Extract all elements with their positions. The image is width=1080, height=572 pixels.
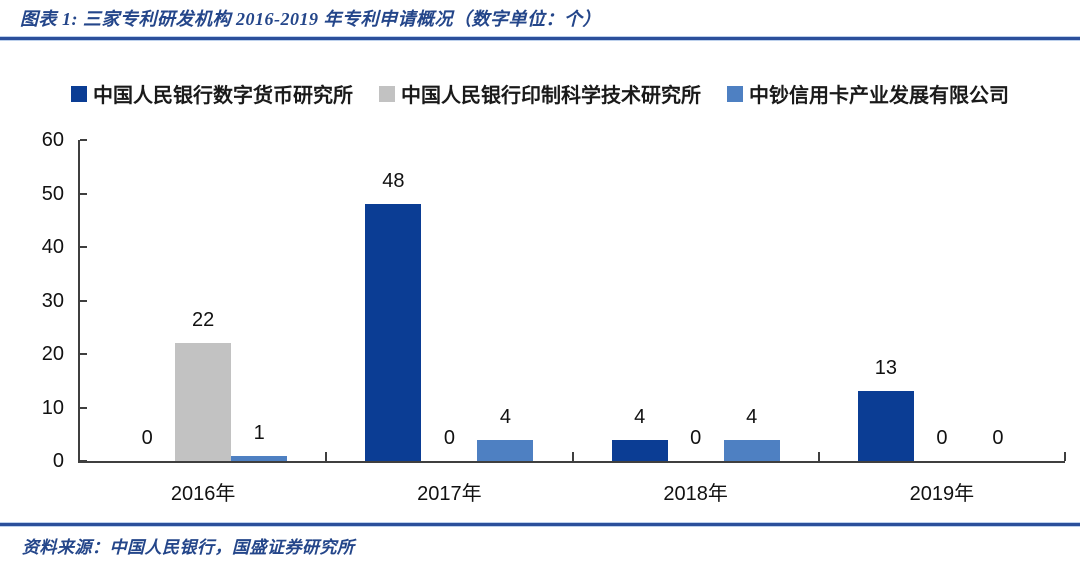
legend-label: 中钞信用卡产业发展有限公司: [749, 85, 1009, 107]
bar-series0-2017年: 48: [365, 170, 422, 461]
bar-series1-2016年: 22: [175, 309, 232, 461]
bar-cluster: 48 0 4: [365, 170, 534, 461]
y-axis-tick: [80, 460, 87, 462]
y-axis-tick: [80, 139, 87, 141]
legend-swatch-icon: [727, 85, 743, 102]
bar-value-label: 0: [936, 427, 948, 449]
chart-legend: 中国人民银行数字货币研究所 中国人民银行印制科学技术研究所 中钞信用卡产业发展有限公…: [0, 79, 1080, 108]
y-axis-tick: [80, 192, 87, 195]
y-axis-tick: [80, 406, 87, 409]
bar-value-label: 48: [382, 170, 405, 193]
x-axis-label: 2018年: [663, 483, 728, 505]
bar-series2-2018年: 4: [723, 406, 780, 461]
x-axis-label: 2017年: [417, 483, 482, 505]
legend-swatch-icon: [71, 85, 87, 102]
y-tick-label: 10: [41, 396, 64, 419]
legend-item-2: 中钞信用卡产业发展有限公司: [727, 79, 1009, 108]
title-divider: [0, 36, 1080, 41]
bar-series2-2016年: 1: [231, 422, 288, 461]
y-tick-label: 20: [41, 343, 64, 365]
bar-value-label: 0: [992, 427, 1004, 449]
bar-value-label: 0: [443, 427, 455, 449]
bar-cluster: 13 0 0: [857, 357, 1026, 461]
figure-title: 图表 1: 三家专利研发机构 2016-2019 年专利申请概况（数字单位：个）: [20, 9, 601, 29]
bar-value-label: 0: [690, 427, 702, 449]
bar-group-2016年: 0 22 1 2016年: [80, 140, 328, 505]
bar-series0-2018年: 4: [611, 406, 668, 461]
legend-label: 中国人民银行印制科学技术研究所: [401, 85, 701, 107]
bar-series0-2019年: 13: [857, 357, 914, 461]
y-tick-label: 40: [41, 236, 64, 258]
legend-item-1: 中国人民银行印制科学技术研究所: [379, 79, 701, 108]
legend-label: 中国人民银行数字货币研究所: [93, 85, 353, 107]
legend-swatch-icon: [379, 85, 395, 102]
y-axis-tick: [80, 246, 87, 248]
bar-value-label: 13: [874, 357, 897, 380]
y-tick-label: 0: [52, 450, 64, 472]
bar-cluster: 4 0 4: [611, 406, 780, 461]
bar-series2-2017年: 4: [477, 406, 534, 461]
legend-item-0: 中国人民银行数字货币研究所: [71, 79, 353, 108]
y-axis-tick: [80, 353, 87, 355]
bar-value-label: 22: [192, 309, 215, 332]
bar-group-2017年: 48 0 4 2017年: [326, 140, 574, 505]
bar-group-2019年: 13 0 0 2019年: [819, 140, 1067, 505]
y-tick-label: 30: [41, 289, 64, 312]
bar-value-label: 1: [253, 421, 265, 444]
bar-value-label: 4: [499, 405, 511, 428]
bar-group-2018年: 4 0 4 2018年: [573, 140, 821, 505]
bar-value-label: 4: [746, 405, 758, 428]
y-axis-tick: [80, 299, 87, 302]
x-axis-label: 2019年: [909, 483, 975, 505]
source-divider: [0, 522, 1080, 527]
bar-cluster: 0 22 1: [119, 309, 288, 461]
y-tick-label: 60: [41, 129, 64, 151]
bar-value-label: 0: [141, 427, 153, 449]
bar-value-label: 4: [634, 405, 646, 428]
x-axis-label: 2016年: [170, 483, 236, 505]
bar-chart-plot-area: 0 10 20 30 40 50 60 0 22 1 2016年 48 0 4 2017年 4 0 4 2018年 1…: [42, 129, 1067, 505]
source-note: 资料来源：中国人民银行，国盛证券研究所: [22, 538, 355, 557]
y-tick-label: 50: [41, 182, 64, 205]
